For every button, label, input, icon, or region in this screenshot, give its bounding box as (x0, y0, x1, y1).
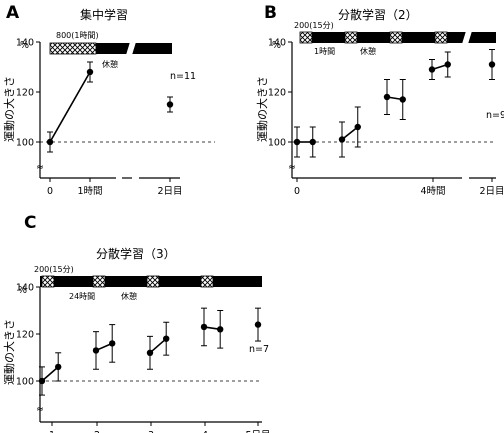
panel-c-series-line-1 (41, 366, 59, 382)
panel-c-y-unit: % (18, 285, 27, 296)
panel-b-plot-area: 100 120 140 ≈0 4時間 2日目 (268, 31, 504, 197)
panel-c-data-point-7 (200, 323, 208, 331)
panel-b: B 分散学習（2） % 200(15分) 1時間 休憩 n=9 運動の大きさ 1… (255, 3, 504, 197)
panel-b-timeline-rest-label: 休憩 (360, 46, 376, 56)
panel-c-axis-break: ≈ (36, 404, 44, 415)
panel-c-n-label: n=7 (249, 344, 269, 355)
panel-a: A 集中学習 % 800(1時間) 休憩 n=11 運動の大きさ 1001201… (2, 3, 215, 197)
panel-a-series-line-1 (49, 71, 91, 143)
panel-a-x-tick-label-1: 0 (47, 186, 53, 197)
panel-b-x-tick-label-2: 4時間 (420, 186, 445, 197)
panel-c-x-tick-label-1: 1 (49, 430, 55, 433)
panel-a-data-point-3 (166, 101, 174, 108)
panel-a-timeline-rest-label: 休憩 (102, 59, 118, 69)
panel-b-y-tick-label-140: 140 (268, 38, 286, 49)
panel-c-data-point-5 (146, 349, 154, 356)
panel-c-x-tick-label-5: 5日目 (245, 430, 270, 433)
panel-b-data-point-6 (399, 96, 406, 103)
panel-a-letter: A (6, 3, 20, 23)
panel-b-data-point-7 (428, 66, 436, 73)
panel-b-title: 分散学習（2） (338, 7, 418, 22)
panel-a-y-unit: % (20, 40, 29, 51)
panel-c-timeline-mid-label: 24時間 (69, 292, 95, 301)
panel-c-x-tick-label-2: 2 (94, 430, 100, 433)
panel-c-data-point-1 (38, 377, 46, 385)
panel-b-data-point-2 (309, 138, 316, 146)
panel-a-y-tick-label-120: 120 (16, 88, 34, 99)
panel-c-y-tick-label-100: 100 (16, 377, 34, 388)
panel-b-data-point-9 (488, 61, 496, 68)
panel-a-timeline-bar (50, 43, 172, 54)
panel-c-data-point-2 (55, 363, 62, 371)
panel-b-y-tick-label-120: 120 (268, 88, 286, 99)
panel-b-timeline-hatch-1 (299, 31, 313, 44)
panel-a-plot-area: 100 120 140 ≈0 1時間 2日目 (16, 38, 215, 197)
panel-b-timeline-gap-1 (462, 31, 472, 44)
panel-a-x-tick-label-2: 1時間 (77, 186, 102, 197)
panel-c-timeline-hatch-2 (92, 275, 106, 288)
panel-a-y-label: 運動の大きさ (2, 76, 16, 142)
panel-c-timeline-hatch-3 (146, 275, 160, 288)
panel-c-data-point-9 (254, 321, 262, 328)
panel-b-timeline-hatch-2 (344, 31, 358, 44)
panel-b-timeline-top-label: 200(15分) (294, 21, 334, 30)
panel-b-y-tick-label-100: 100 (268, 138, 286, 149)
panel-a-data-point-2 (86, 68, 94, 76)
panel-c-data-point-8 (217, 326, 224, 333)
panel-c-timeline-rest-label: 休憩 (121, 291, 137, 301)
panel-b-data-point-8 (444, 61, 451, 68)
panel-c-timeline-hatch-4 (200, 275, 214, 288)
panel-a-timeline-gap-1 (126, 42, 136, 55)
panel-c-y-label: 運動の大きさ (2, 319, 16, 385)
panel-b-data-point-4 (354, 123, 361, 131)
panel-a-y-tick-label-140: 140 (16, 38, 34, 49)
panel-c-x-tick-label-4: 4 (202, 430, 208, 433)
panel-c: C 分散学習（3） % 200(15分) 24時間 休憩 n=7 運動の大きさ … (2, 213, 271, 433)
panel-c-data-point-4 (109, 340, 116, 347)
panel-b-x-tick-label-1: 0 (294, 186, 300, 197)
panel-b-y-label: 運動の大きさ (255, 76, 269, 142)
panel-b-letter: B (264, 3, 277, 23)
panel-c-x-tick-label-3: 3 (148, 430, 154, 433)
panel-b-x-tick-label-3: 2日目 (479, 186, 504, 197)
panel-c-timeline-top-label: 200(15分) (34, 265, 74, 274)
panel-a-data-point-1 (46, 138, 54, 146)
panel-b-data-point-3 (338, 136, 346, 143)
panel-a-x-tick-label-3: 2日目 (157, 186, 182, 197)
panel-a-timeline-top-label: 800(1時間) (56, 31, 99, 40)
panel-a-y-tick-label-100: 100 (16, 138, 34, 149)
panel-a-title: 集中学習 (80, 7, 128, 22)
panel-b-axis-break: ≈ (288, 162, 296, 173)
panel-a-timeline-hatch-1 (49, 42, 97, 55)
panel-b-timeline-mid-label: 1時間 (314, 47, 335, 56)
panel-c-y-tick-label-140: 140 (16, 283, 34, 294)
panel-b-data-point-5 (383, 93, 391, 101)
panel-c-series-line-3 (149, 338, 167, 354)
panel-b-data-point-1 (293, 138, 301, 146)
panel-b-y-unit: % (272, 40, 281, 51)
panel-b-timeline-hatch-3 (389, 31, 403, 44)
panel-c-data-point-6 (163, 335, 170, 342)
panel-a-n-label: n=11 (170, 71, 196, 82)
panel-b-series-line-2 (341, 126, 359, 141)
panel-c-plot-area: 100 120 140 ≈1 2 3 4 5日目 (16, 275, 271, 433)
panel-b-n-label: n=9 (486, 110, 504, 121)
panel-c-data-point-3 (92, 347, 100, 354)
panel-c-title: 分散学習（3） (96, 246, 176, 261)
panel-a-axis-break: ≈ (36, 162, 44, 173)
panel-c-letter: C (24, 213, 36, 233)
panel-b-timeline-hatch-4 (434, 31, 448, 44)
panel-c-y-tick-label-120: 120 (16, 330, 34, 341)
panel-c-timeline-hatch-1 (41, 275, 55, 288)
